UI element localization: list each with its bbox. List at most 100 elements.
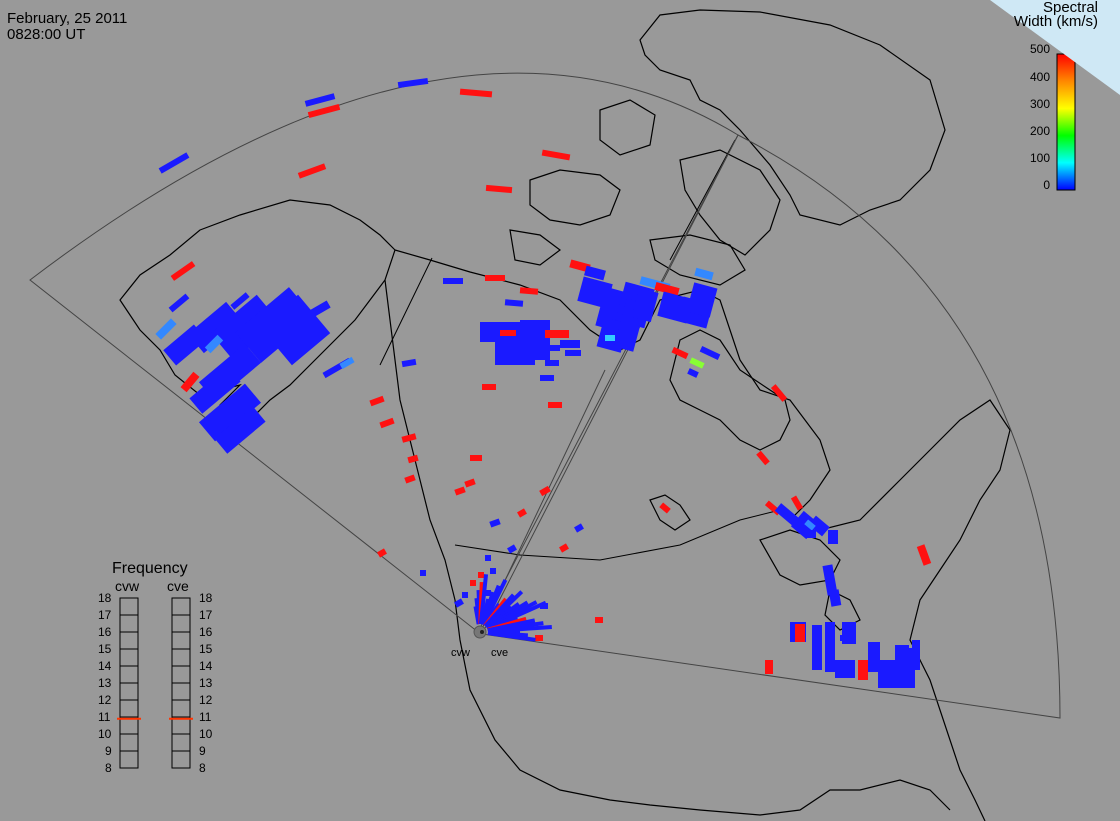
backscatter-cell — [339, 356, 355, 370]
backscatter-cell — [686, 282, 718, 318]
freq-tick-label: 10 — [199, 727, 213, 741]
backscatter-cell — [825, 622, 835, 672]
alaska-outline — [119, 199, 396, 446]
freq-tick-label: 12 — [98, 693, 112, 707]
backscatter-cell — [631, 287, 659, 323]
freq-tick-label: 11 — [199, 710, 212, 724]
cve-freq-label: cve — [167, 578, 189, 594]
colorbar-tick: 200 — [1029, 124, 1050, 138]
backscatter-cell — [230, 292, 250, 310]
backscatter-cell — [420, 570, 426, 576]
arctic-island-4 — [649, 234, 746, 286]
backscatter-cell — [840, 635, 850, 641]
backscatter-cell — [671, 346, 689, 360]
backscatter-cell — [765, 660, 773, 674]
freq-tick-label: 11 — [98, 710, 111, 724]
backscatter-cell — [204, 334, 224, 354]
backscatter-cell — [548, 402, 562, 408]
backscatter-cell — [189, 366, 241, 414]
backscatter-cell — [541, 149, 571, 161]
backscatter-cell — [214, 406, 266, 454]
backscatter-cell — [539, 485, 551, 497]
backscatter-cell — [168, 293, 190, 313]
borders — [379, 139, 781, 561]
backscatter-cell — [519, 287, 539, 295]
backscatter-cell — [835, 660, 855, 678]
frequency-panel — [117, 597, 193, 769]
backscatter-cell — [808, 515, 830, 537]
backscatter-cell — [489, 518, 501, 528]
backscatter-cell — [790, 495, 804, 511]
freq-tick-label: 15 — [199, 642, 213, 656]
colorbar — [1056, 53, 1076, 191]
backscatter-cell — [654, 282, 680, 296]
cvw-freq-label: cvw — [115, 578, 140, 594]
backscatter-cell — [804, 519, 816, 531]
colorbar-gradient — [1056, 53, 1076, 191]
colorbar-tick: 100 — [1029, 151, 1050, 165]
backscatter-cell — [912, 640, 920, 670]
freq-tick-label: 9 — [199, 744, 206, 758]
freq-tick-label: 13 — [199, 676, 213, 690]
backscatter-cell — [795, 624, 805, 642]
backscatter-cell — [485, 555, 491, 561]
freq-tick-label: 9 — [105, 744, 112, 758]
freq-tick-label: 10 — [98, 727, 112, 741]
arctic-island-2 — [599, 99, 656, 156]
backscatter-cell — [545, 330, 569, 338]
backscatter-cell — [482, 384, 496, 390]
backscatter-cell — [822, 564, 838, 596]
backscatter-cell — [540, 345, 560, 351]
colorbar-tick: 300 — [1029, 97, 1050, 111]
backscatter-cell — [806, 530, 816, 538]
backscatter-cell — [828, 589, 842, 607]
near-range-cell — [487, 631, 536, 642]
freq-tick-label: 13 — [98, 676, 112, 690]
backscatter-cell — [858, 660, 868, 680]
backscatter-cell — [401, 433, 417, 443]
backscatter-cell — [559, 543, 569, 553]
greenland-outline — [639, 9, 946, 226]
backscatter-cell — [404, 474, 416, 484]
colorbar-tick: 500 — [1029, 42, 1050, 56]
backscatter-cell — [180, 371, 200, 393]
freq-tick-label: 18 — [199, 591, 213, 605]
backscatter-cell — [812, 625, 822, 670]
backscatter-cell — [500, 330, 516, 336]
backscatter-cell — [569, 259, 591, 273]
corner-decoration — [990, 0, 1120, 95]
backscatter-cell — [565, 350, 581, 356]
freq-tick-label: 8 — [105, 761, 112, 775]
backscatter-cell — [868, 642, 880, 672]
backscatter-cell — [304, 93, 336, 107]
freq-tick-marks — [120, 597, 190, 769]
freq-tick-label: 16 — [98, 625, 112, 639]
backscatter-cell — [756, 450, 770, 466]
cvw-fov — [29, 72, 739, 633]
backscatter-cell — [490, 568, 496, 574]
backscatter-cell — [369, 395, 385, 407]
cve-site-label: cve — [491, 647, 509, 659]
backscatter-cell — [485, 184, 513, 194]
backscatter-cell — [507, 544, 517, 554]
backscatter-cell — [454, 598, 464, 608]
backscatter-cell — [520, 320, 550, 360]
pacific-coast — [384, 279, 456, 601]
frequency-title: Frequency — [112, 560, 188, 577]
backscatter-cell — [155, 318, 177, 340]
backscatter-cell — [584, 265, 606, 281]
backscatter-cells — [155, 77, 932, 688]
backscatter-cell — [170, 261, 196, 281]
backscatter-cell — [307, 103, 341, 119]
backscatter-cell — [689, 357, 705, 369]
backscatter-cell — [595, 617, 603, 623]
backscatter-cell — [540, 375, 554, 381]
backscatter-cell — [309, 300, 331, 318]
colorbar-title: Spectral — [1042, 0, 1098, 16]
canada-territory-border — [669, 139, 736, 261]
backscatter-cell — [459, 88, 493, 98]
backscatter-cell — [699, 346, 721, 360]
backscatter-cell — [478, 572, 484, 578]
backscatter-cell — [574, 523, 584, 533]
